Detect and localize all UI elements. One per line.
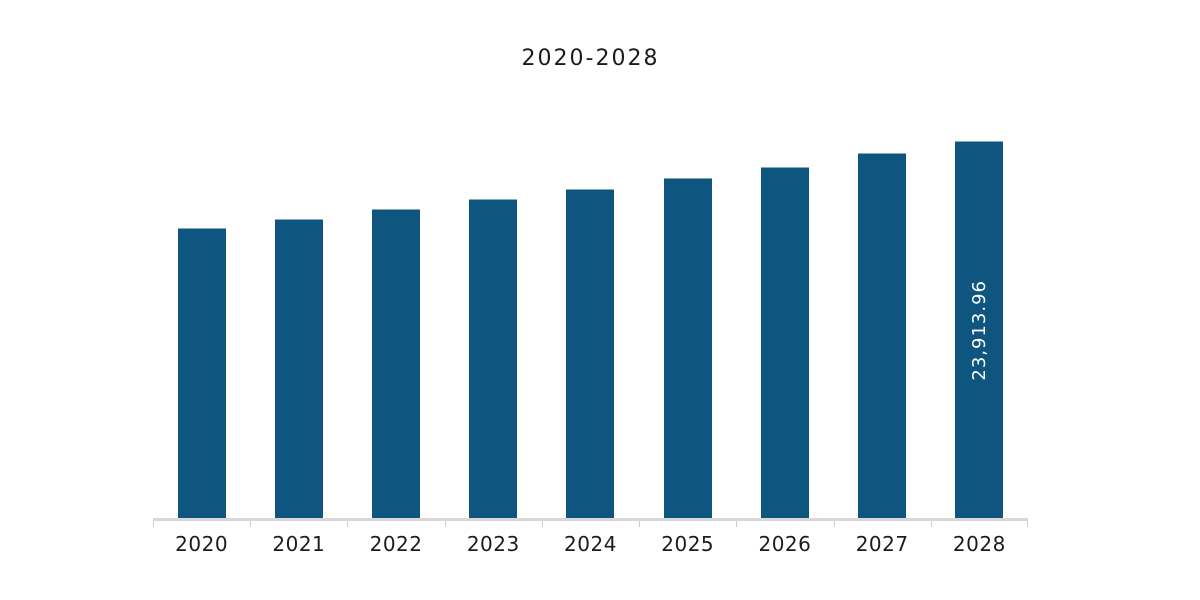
bar-2028: 23,913.96 — [955, 141, 1004, 518]
bar-slot-2020 — [153, 141, 250, 518]
x-axis-label-2027: 2027 — [855, 532, 909, 556]
bar-slot-2027 — [834, 141, 931, 518]
plot-area: 23,913.96 — [153, 141, 1028, 518]
x-axis-label-2024: 2024 — [564, 532, 617, 556]
bar-2027 — [858, 153, 907, 518]
x-axis-tick — [639, 521, 641, 527]
x-axis-tick — [736, 521, 738, 527]
x-axis-label-2028: 2028 — [952, 532, 1006, 556]
x-axis-tick — [347, 521, 349, 527]
x-axis-label-2026: 2026 — [758, 532, 812, 556]
x-axis-tick — [250, 521, 252, 527]
x-axis-labels: 2020 2021 2022 2023 2024 2025 2026 2027 2028 — [153, 532, 1028, 556]
bar-slot-2022 — [347, 141, 444, 518]
x-axis-tick — [444, 521, 446, 527]
x-axis-tick — [1027, 521, 1028, 527]
bar-2026 — [760, 167, 809, 518]
chart-title: 2020-2028 — [521, 46, 660, 71]
bar-2024 — [566, 189, 615, 518]
x-axis-tick — [930, 521, 932, 527]
bar-2022 — [372, 209, 421, 518]
bar-slot-2026 — [736, 141, 833, 518]
x-axis-tick — [541, 521, 543, 527]
bar-slot-2025 — [639, 141, 736, 518]
x-axis-tick — [833, 521, 835, 527]
bar-slot-2028: 23,913.96 — [931, 141, 1028, 518]
bar-2021 — [274, 219, 323, 518]
bar-2025 — [663, 178, 712, 518]
x-axis-label-2022: 2022 — [369, 532, 423, 556]
x-axis-tick — [153, 521, 154, 527]
bar-slot-2024 — [542, 141, 639, 518]
bar-2023 — [469, 199, 518, 518]
x-axis-label-2021: 2021 — [272, 532, 326, 556]
x-axis-label-2023: 2023 — [466, 532, 520, 556]
x-axis-line — [153, 518, 1028, 527]
bar-slot-2021 — [250, 141, 347, 518]
x-axis-label-2020: 2020 — [175, 532, 229, 556]
bar-value-label-2028: 23,913.96 — [968, 279, 990, 381]
bar-2020 — [177, 228, 226, 518]
bar-slot-2023 — [445, 141, 542, 518]
x-axis-label-2025: 2025 — [661, 532, 715, 556]
